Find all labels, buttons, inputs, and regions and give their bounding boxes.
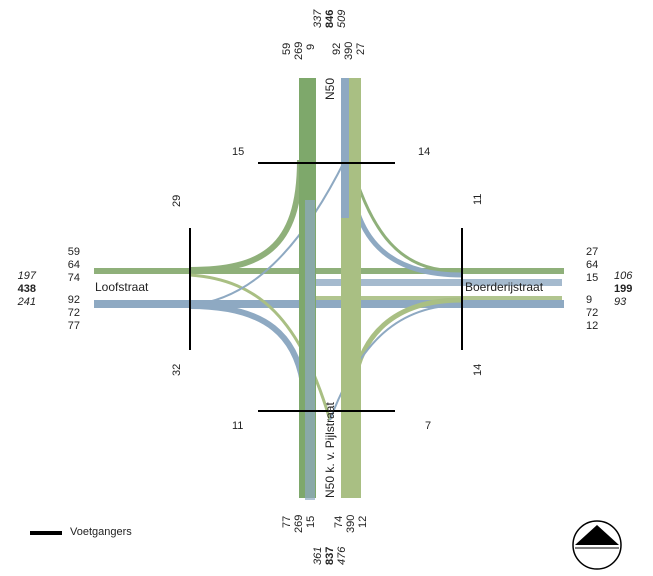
ped-count-west-top: 29 [171,194,183,207]
street-label-south: N50 k. v. Pijlstraat [323,402,337,498]
east-total-106: 106 [614,270,633,282]
ped-count-south-left: 11 [232,420,244,432]
street-label-east: Boerderijstraat [465,280,544,294]
east-out-12: 12 [586,320,599,332]
south-total-361: 361 [312,546,324,565]
south-in-15: 15 [305,515,317,528]
south-in-band [305,200,315,500]
east-total-199: 199 [614,283,633,295]
west-out-column: 92 72 77 [50,294,80,333]
north-in-269: 269 [293,41,305,60]
east-in-15: 15 [586,272,599,284]
west-totals: 197 438 241 [6,270,36,309]
ped-count-north-left: 15 [232,146,245,158]
ped-count-east-low: 14 [472,363,484,376]
north-in-59: 59 [281,42,293,55]
north-total-337: 337 [312,9,324,28]
flow-curve-diag2 [348,159,463,272]
north-total-846: 846 [324,9,336,28]
west-in-64: 64 [67,259,80,271]
north-out-390: 390 [343,41,355,60]
west-out-band [94,300,564,308]
east-total-93: 93 [614,296,627,308]
south-in-269: 269 [293,514,305,533]
east-out-72: 72 [586,307,599,319]
flow-curve-diag1 [189,273,332,421]
east-in-column: 27 64 15 [586,246,616,285]
street-label-west: Loofstraat [95,280,149,294]
street-label-north: N50 [323,77,337,100]
east-out-column: 9 72 12 [586,294,616,333]
west-out-92: 92 [67,294,80,306]
east-in-27: 27 [586,246,599,258]
west-out-72: 72 [67,307,80,319]
south-total-837: 837 [324,546,336,565]
ped-count-south-right: 7 [425,420,432,432]
east-band-2 [300,296,562,300]
west-total-241: 241 [17,296,36,308]
west-total-197: 197 [17,270,36,282]
south-total-476: 476 [336,546,348,565]
south-out-12: 12 [357,515,369,528]
south-out-390: 390 [345,514,357,533]
compass-north-arrow-icon [572,520,622,570]
ped-count-north-right: 14 [418,146,431,158]
north-out-band-blue [341,78,349,218]
north-out-27: 27 [355,42,367,55]
north-out-92: 92 [331,42,343,55]
west-out-77: 77 [67,320,80,332]
flow-curve-nw [189,159,303,273]
west-in-band [94,268,564,274]
west-in-59: 59 [67,246,80,258]
west-total-438: 438 [17,283,36,295]
east-in-64: 64 [586,259,599,271]
flow-curve-diag3 [189,159,346,306]
north-in-9: 9 [305,43,317,50]
ped-count-west-low: 32 [171,363,183,376]
south-out-74: 74 [333,515,345,528]
east-totals: 106 199 93 [614,270,648,309]
west-in-column: 59 64 74 [50,246,80,285]
ped-count-east-top: 11 [472,193,484,205]
south-in-77: 77 [281,515,293,528]
west-in-74: 74 [67,272,80,284]
east-out-9: 9 [586,294,593,306]
flow-curve-sw [189,303,308,411]
legend-label: Voetgangers [70,526,132,538]
north-total-509: 509 [336,9,348,28]
east-band [300,279,562,286]
